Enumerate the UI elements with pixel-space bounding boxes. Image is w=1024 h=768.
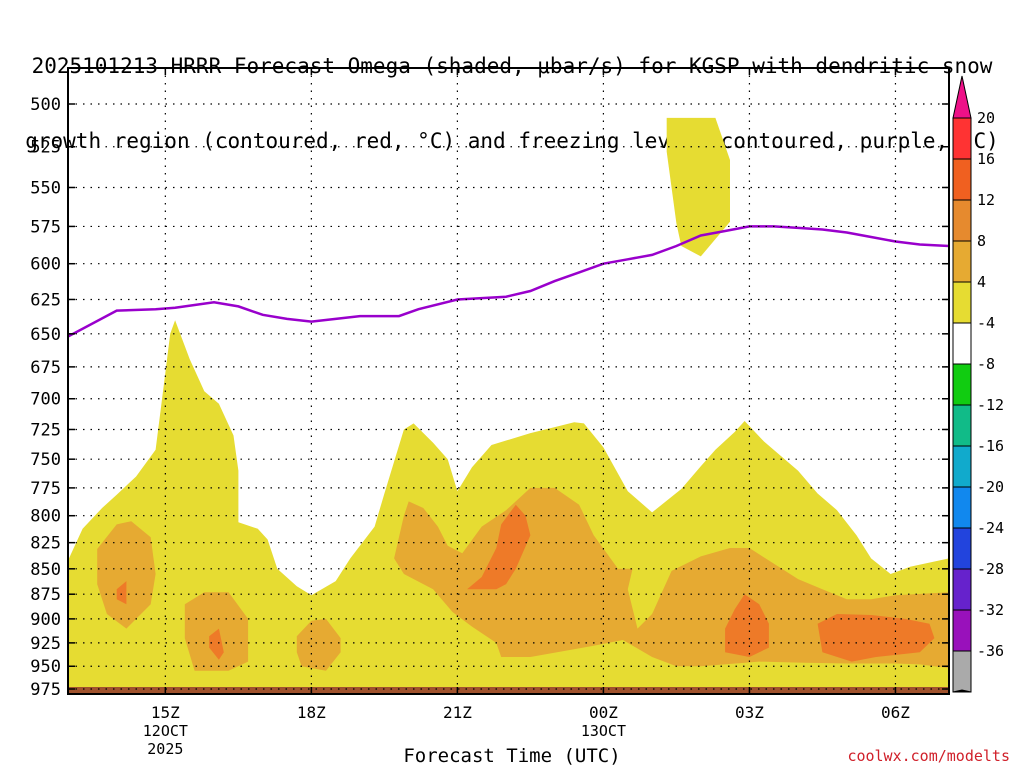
colorbar-bin-6	[952, 363, 972, 406]
y-tick-label-825: 825	[30, 534, 61, 554]
colorbar-bin-0	[952, 117, 972, 160]
colorbar-label--36: -36	[977, 642, 1004, 660]
y-tick-label-550: 550	[30, 178, 61, 198]
omega-region-12-16-9	[725, 594, 769, 657]
colorbar-label-16: 16	[977, 150, 995, 168]
y-tick-label-750: 750	[30, 450, 61, 470]
y-tick-label-775: 775	[30, 479, 61, 499]
y-tick-label-575: 575	[30, 217, 61, 237]
colorbar-label--4: -4	[977, 314, 995, 332]
x-tick-date-15Z: 12OCT	[143, 722, 188, 740]
y-tick-label-950: 950	[30, 657, 61, 677]
omega-shading-layer	[68, 117, 949, 691]
omega-region-12-16-6	[467, 504, 531, 590]
y-tick-label-650: 650	[30, 325, 61, 345]
y-tick-label-975: 975	[30, 680, 61, 700]
omega-region-8-12-5	[394, 487, 949, 669]
colorbar-label-12: 12	[977, 191, 995, 209]
colorbar-bin-5	[952, 322, 972, 365]
colorbar-label--24: -24	[977, 519, 1004, 537]
x-tick-label-15Z: 15Z	[151, 703, 180, 722]
colorbar-bin-2	[952, 199, 972, 242]
x-tick-date-00Z: 13OCT	[581, 722, 626, 740]
colorbar-bin-7	[952, 404, 972, 447]
colorbar-label-8: 8	[977, 232, 986, 250]
y-tick-label-700: 700	[30, 390, 61, 410]
y-tick-label-900: 900	[30, 610, 61, 630]
omega-region-12-16-10	[817, 614, 935, 662]
omega-region-8-12-2	[97, 521, 156, 629]
colorbar-label-4: 4	[977, 273, 986, 291]
colorbar-label-20: 20	[977, 109, 995, 127]
colorbar: 20 16 12 8 4 -4 -8 -12 -16 -20 -24 -28 -32 -36	[952, 75, 1004, 693]
colorbar-bin-1	[952, 158, 972, 201]
colorbar-label--12: -12	[977, 396, 1004, 414]
omega-region-12-16-7	[116, 581, 127, 605]
x-axis-label: Forecast Time (UTC)	[403, 745, 621, 767]
x-tick-label-21Z: 21Z	[443, 703, 472, 722]
title-line-1: 2025101213 HRRR Forecast Omega (shaded, …	[31, 54, 993, 78]
omega-region-8-12-4	[296, 618, 341, 671]
y-tick-label-875: 875	[30, 585, 61, 605]
y-tick-label-925: 925	[30, 634, 61, 654]
freezing-level-line	[68, 225, 949, 338]
colorbar-label--8: -8	[977, 355, 995, 373]
colorbar-bin-9	[952, 486, 972, 529]
y-tick-label-525: 525	[30, 138, 61, 158]
x-tick-label-06Z: 06Z	[881, 703, 910, 722]
plot-frame	[67, 67, 950, 695]
y-axis: 500 525 550 575 600 625 650 675 700 725 750 775 800 8…	[30, 95, 949, 700]
chart-title: 2025101213 HRRR Forecast Omega (shaded, …	[0, 4, 1024, 179]
credit-link[interactable]: coolwx.com/modelts	[847, 747, 1010, 765]
colorbar-label--16: -16	[977, 437, 1004, 455]
x-tick-label-03Z: 03Z	[735, 703, 764, 722]
colorbar-bottom-arrow	[952, 689, 972, 693]
x-tick-label-00Z: 00Z	[589, 703, 618, 722]
colorbar-top-arrow	[952, 75, 972, 119]
freezing-level-layer	[68, 225, 949, 338]
colorbar-bin-3	[952, 240, 972, 283]
colorbar-bin-8	[952, 445, 972, 488]
title-line-2: growth region (contoured, red, °C) and f…	[25, 129, 999, 153]
y-tick-label-500: 500	[30, 95, 61, 115]
y-tick-label-850: 850	[30, 560, 61, 580]
ground-strip	[68, 687, 949, 694]
omega-region-12-16-8	[209, 628, 224, 660]
x-tick-year-15Z: 2025	[147, 740, 183, 758]
colorbar-bin-12	[952, 609, 972, 652]
y-tick-label-625: 625	[30, 290, 61, 310]
colorbar-bin-4	[952, 281, 972, 324]
y-tick-label-675: 675	[30, 358, 61, 378]
y-tick-label-800: 800	[30, 507, 61, 527]
y-tick-label-600: 600	[30, 255, 61, 275]
colorbar-bin-10	[952, 527, 972, 570]
colorbar-label--20: -20	[977, 478, 1004, 496]
colorbar-label--28: -28	[977, 560, 1004, 578]
colorbar-label--32: -32	[977, 601, 1004, 619]
colorbar-bin-11	[952, 568, 972, 611]
x-tick-label-18Z: 18Z	[297, 703, 326, 722]
y-tick-label-725: 725	[30, 420, 61, 440]
colorbar-bin-13	[952, 650, 972, 693]
ground-layer	[68, 687, 949, 694]
